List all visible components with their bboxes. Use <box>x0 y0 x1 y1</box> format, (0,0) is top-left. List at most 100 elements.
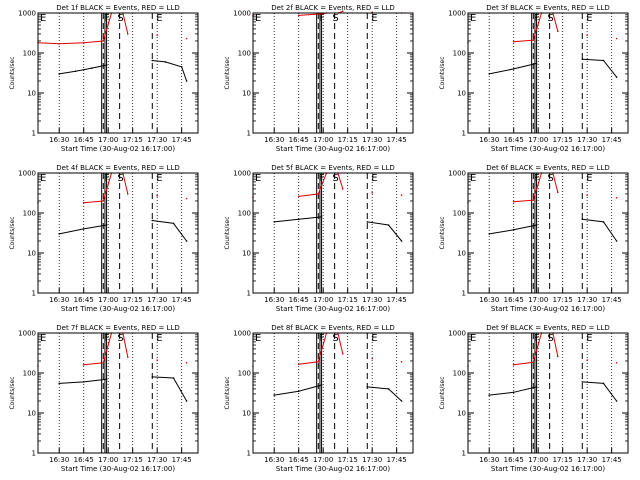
lld-series-line-point <box>317 193 320 195</box>
lld-series-line-point <box>102 200 105 202</box>
panel-title: Det 2f BLACK = Events, RED = LLD <box>271 4 394 12</box>
lld-series-line-point <box>297 14 300 17</box>
lld-series-line-point <box>82 364 85 366</box>
x-tick-label: 17:45 <box>172 296 192 304</box>
x-tick-label: 17:45 <box>172 456 192 464</box>
events-series-line-point <box>151 376 154 378</box>
events-series-line-point <box>400 400 403 402</box>
plot-frame <box>252 172 414 294</box>
flag-label: E <box>40 333 46 344</box>
lld-series-line-point <box>532 199 535 201</box>
x-tick-label: 17:15 <box>338 456 358 464</box>
lld-series-line-point <box>557 355 559 358</box>
events-series-line-point <box>172 377 175 379</box>
lld-series-line-point <box>82 42 85 44</box>
lld-series-line-point <box>512 364 515 366</box>
plot-frame <box>252 332 414 454</box>
y-tick-label: 1000 <box>18 10 36 18</box>
flag-label: F <box>534 13 540 24</box>
lld-series-line-point <box>342 353 344 355</box>
events-series-line-point <box>273 221 276 223</box>
x-tick-label: 16:30 <box>49 456 69 464</box>
y-tick-label: 100 <box>238 210 251 218</box>
x-tick-label: 17:00 <box>98 456 118 464</box>
events-series-line <box>59 224 107 235</box>
x-tick-label: 17:15 <box>553 456 573 464</box>
x-axis-label: Start Time (30-Aug-02 16:17:00) <box>276 465 390 473</box>
lld-series-line-point <box>156 34 158 36</box>
lld-series-line-point <box>400 361 403 363</box>
y-tick-label: 1 <box>462 450 466 458</box>
y-tick-label: 1 <box>462 130 466 138</box>
events-series-line-point <box>105 224 108 226</box>
events-series-line-point <box>297 218 300 220</box>
events-series-line-point <box>535 386 538 388</box>
y-axis-label: Counts/sec <box>439 376 446 409</box>
lld-series-line-point <box>586 34 588 36</box>
y-tick-label: 1 <box>462 290 466 298</box>
events-series-line-point <box>512 391 515 394</box>
x-tick-label: 17:30 <box>362 136 382 144</box>
lld-series-line-point <box>557 191 559 194</box>
flag-label: S <box>117 333 123 344</box>
lld-series-line-point <box>586 359 588 361</box>
events-series-line-point <box>400 240 403 242</box>
events-series-line-point <box>185 240 188 242</box>
x-tick-label: 16:30 <box>479 296 499 304</box>
y-tick-label: 100 <box>23 50 36 58</box>
events-series-line-point <box>535 62 538 65</box>
flag-label: E <box>470 13 476 24</box>
plot-frame <box>252 12 414 134</box>
x-tick-label: 16:45 <box>504 456 524 464</box>
events-series-line-point <box>581 58 584 60</box>
lld-series-line-point <box>615 197 618 199</box>
lld-series-line-point <box>156 194 158 197</box>
flag-label: S <box>547 333 553 344</box>
plot-frame <box>37 12 199 134</box>
panel-title: Det 9f BLACK = Events, RED = LLD <box>486 324 609 332</box>
y-tick-label: 10 <box>27 410 36 418</box>
x-tick-label: 17:00 <box>98 296 118 304</box>
events-series-line-point <box>488 73 491 75</box>
x-tick-label: 17:45 <box>172 136 192 144</box>
events-series-line-point <box>615 240 618 242</box>
flag-label: E <box>470 173 476 184</box>
y-tick-label: 100 <box>23 210 36 218</box>
events-series-line-point <box>172 222 175 225</box>
panel-title: Det 1f BLACK = Events, RED = LLD <box>56 4 179 12</box>
x-tick-label: 17:00 <box>528 456 548 464</box>
x-tick-label: 17:45 <box>602 296 622 304</box>
x-tick-label: 17:15 <box>123 456 143 464</box>
events-series-line-point <box>185 80 188 82</box>
x-tick-label: 16:45 <box>504 296 524 304</box>
x-tick-label: 16:45 <box>289 136 309 144</box>
events-series-line-point <box>58 382 60 385</box>
flag-label: S <box>117 173 123 184</box>
x-tick-label: 16:30 <box>264 136 284 144</box>
events-series-line-point <box>164 61 167 63</box>
x-tick-label: 17:30 <box>362 296 382 304</box>
x-tick-label: 16:45 <box>289 296 309 304</box>
flag-label: F <box>534 173 540 184</box>
x-tick-label: 17:15 <box>338 136 358 144</box>
y-tick-label: 10 <box>27 90 36 98</box>
x-tick-label: 17:00 <box>528 296 548 304</box>
flag-label: E <box>156 173 162 184</box>
flag-label: S <box>117 13 123 24</box>
x-tick-label: 16:30 <box>264 296 284 304</box>
events-series-line-point <box>387 224 390 226</box>
x-tick-label: 17:45 <box>387 136 407 144</box>
flag-label: F <box>104 173 110 184</box>
events-series-line-point <box>615 400 618 402</box>
events-series-line-point <box>105 64 108 66</box>
panel-title: Det 7f BLACK = Events, RED = LLD <box>56 324 179 332</box>
flag-label: F <box>319 173 325 184</box>
x-axis-label: Start Time (30-Aug-02 16:17:00) <box>491 145 605 153</box>
events-series-line <box>152 376 188 402</box>
x-tick-label: 17:45 <box>387 456 407 464</box>
